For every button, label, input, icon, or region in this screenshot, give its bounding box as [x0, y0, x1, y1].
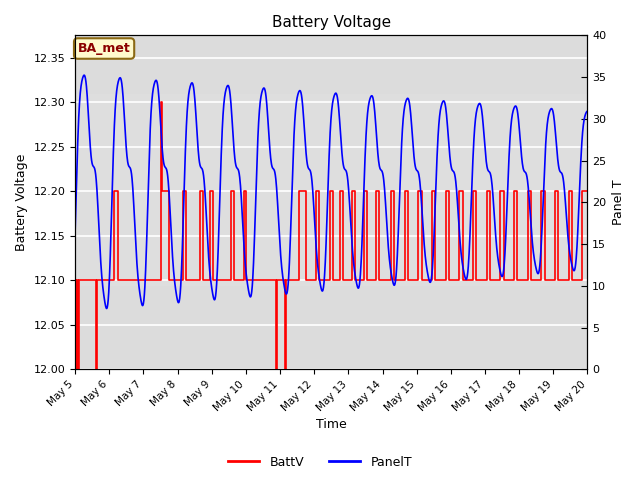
Text: BA_met: BA_met — [77, 42, 131, 55]
Legend: BattV, PanelT: BattV, PanelT — [223, 451, 417, 474]
Bar — [75, 94, 588, 286]
Y-axis label: Panel T: Panel T — [612, 180, 625, 225]
X-axis label: Time: Time — [316, 419, 347, 432]
Title: Battery Voltage: Battery Voltage — [272, 15, 391, 30]
Y-axis label: Battery Voltage: Battery Voltage — [15, 154, 28, 251]
